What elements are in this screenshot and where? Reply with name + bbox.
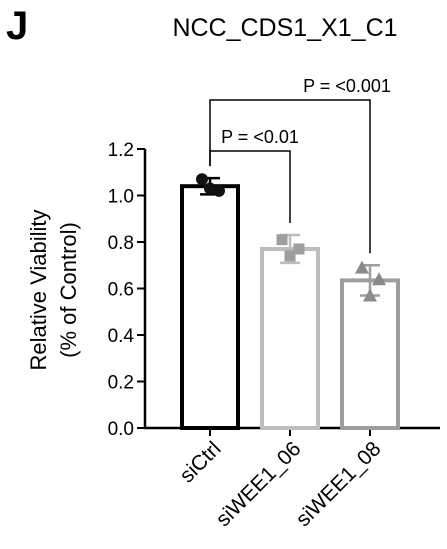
point-siWEE1_08 — [355, 260, 369, 274]
significance-bracket — [209, 99, 371, 254]
y-tick-label: 1.2 — [108, 140, 134, 161]
x-tick-label-siWEE1_08: siWEE1_08 — [292, 437, 386, 531]
x-tick-label-siWEE1_06: siWEE1_06 — [212, 437, 306, 531]
y-axis-title-line1: Relative Viability — [26, 209, 51, 370]
bar-siCtrl — [180, 184, 240, 430]
bracket-line — [209, 99, 371, 254]
bar-siWEE1_06 — [260, 246, 320, 430]
x-tick-label-siCtrl: siCtrl — [175, 437, 225, 487]
point-siWEE1_08 — [363, 288, 377, 302]
point-siCtrl — [213, 184, 225, 197]
y-tick-label: 0.0 — [108, 419, 134, 440]
chart-title: NCC_CDS1_X1_C1 — [172, 14, 398, 42]
y-tick-label: 1.0 — [108, 187, 134, 208]
y-tick-label: 0.2 — [108, 373, 134, 394]
y-tick-label: 0.6 — [108, 280, 134, 301]
point-siCtrl — [204, 182, 216, 195]
point-siWEE1_06 — [276, 234, 288, 246]
p-value-label: P = <0.01 — [221, 127, 299, 147]
bar-siWEE1_08 — [340, 278, 400, 430]
point-siWEE1_06 — [293, 243, 305, 255]
p-value-label: P = <0.001 — [303, 76, 391, 96]
data-points — [196, 173, 386, 302]
y-axis-title-line2: (% of Control) — [56, 222, 81, 358]
point-siWEE1_08 — [372, 272, 386, 286]
point-siWEE1_06 — [284, 250, 296, 262]
bars — [180, 176, 400, 430]
panel-letter: J — [6, 4, 29, 48]
y-tick-label: 0.4 — [108, 326, 135, 347]
significance-annotations: P = <0.01 P = <0.001 — [209, 76, 391, 254]
y-tick-label: 0.8 — [108, 233, 134, 254]
point-siCtrl — [196, 173, 208, 186]
